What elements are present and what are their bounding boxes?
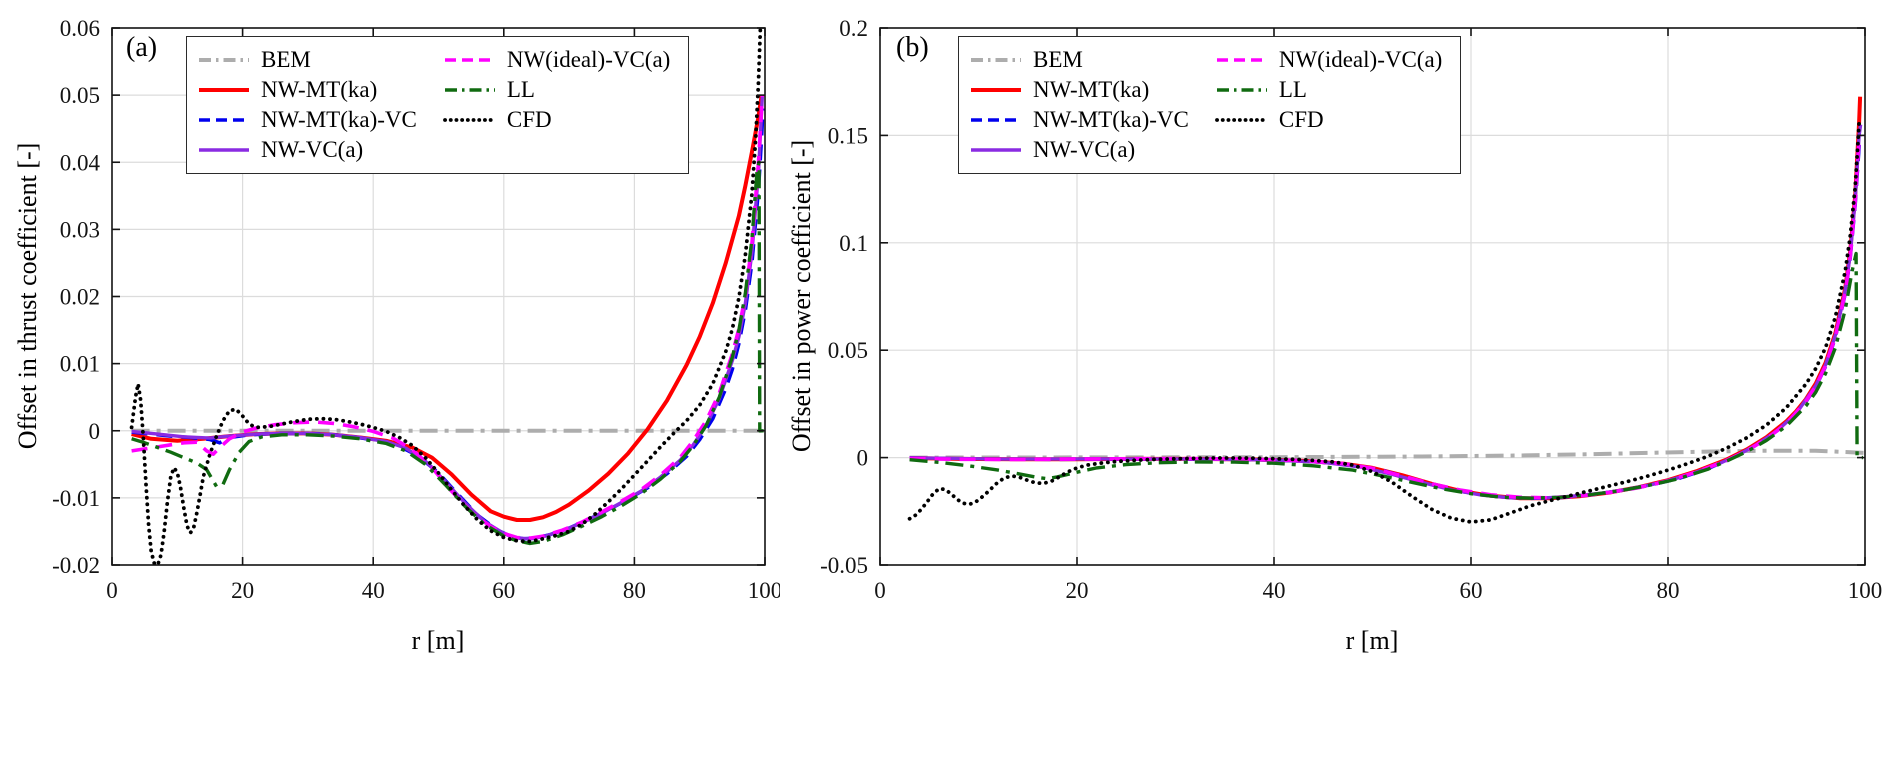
legend-b: BEM NW-MT(ka) NW-MT(ka)-VC NW-VC(a) NW(ideal… (958, 36, 1462, 174)
legend-item-ll: LL (443, 75, 670, 105)
x-tick-label: 40 (362, 578, 385, 603)
legend-item-cfd: CFD (1214, 105, 1442, 135)
legend-line-sample-icon (199, 88, 249, 92)
legend-label: NW-VC(a) (1033, 137, 1136, 162)
panel-label-b: (b) (896, 32, 929, 63)
series-nw-ideal-vc-a- (909, 134, 1863, 500)
y-tick-label: 0.05 (828, 338, 868, 363)
legend-label: NW-MT(ka) (1033, 77, 1150, 102)
x-tick-label: 80 (1657, 578, 1680, 603)
series-ll (131, 160, 764, 546)
x-tick-label: 60 (492, 578, 515, 603)
x-tick-label: 0 (106, 578, 118, 603)
legend-item-nw-ideal-vc-a-: NW(ideal)-VC(a) (1215, 45, 1442, 75)
y-tick-label: 0.02 (60, 285, 100, 310)
legend-label: NW(ideal)-VC(a) (506, 47, 671, 72)
legend-column: BEM NW-MT(ka) NW-MT(ka)-VC NW-VC(a) (969, 45, 1189, 165)
legend-line-sample-icon (971, 148, 1021, 152)
legend-label: CFD (506, 107, 552, 132)
legend-item-ll: LL (1215, 75, 1442, 105)
legend-label: BEM (1033, 47, 1083, 72)
legend-label: NW(ideal)-VC(a) (1278, 47, 1443, 72)
y-tick-label: 0.15 (828, 123, 868, 148)
legend-line-sample-icon (1216, 58, 1267, 62)
legend-label: LL (1278, 77, 1307, 102)
legend-line-sample-icon (199, 148, 249, 152)
y-tick-label: 0.2 (839, 16, 868, 41)
series-ll (909, 251, 1863, 500)
legend-item-bem: BEM (969, 45, 1189, 75)
y-tick-label: 0.04 (60, 150, 101, 175)
series-nw-vc-a- (909, 124, 1863, 500)
y-tick-label: 0.06 (60, 16, 100, 41)
legend-label: NW-VC(a) (261, 137, 364, 162)
legend-line-sample-icon (199, 58, 249, 62)
legend-item-nw-mt-ka-: NW-MT(ka) (197, 75, 417, 105)
legend-line-sample-icon (971, 118, 1021, 122)
legend-item-nw-ideal-vc-a-: NW(ideal)-VC(a) (443, 45, 670, 75)
x-tick-label: 80 (623, 578, 646, 603)
legend-label: NW-MT(ka) (261, 77, 378, 102)
y-tick-label: -0.05 (820, 553, 868, 578)
legend-item-cfd: CFD (442, 105, 670, 135)
panel-label-a: (a) (126, 32, 158, 63)
legend-label: NW-MT(ka)-VC (1033, 107, 1189, 132)
legend-column: BEM NW-MT(ka) NW-MT(ka)-VC NW-VC(a) (197, 45, 417, 165)
legend-line-sample-icon (1216, 88, 1267, 92)
legend-column: NW(ideal)-VC(a) LL CFD (1214, 45, 1442, 165)
x-tick-label: 20 (1066, 578, 1089, 603)
legend-label: BEM (261, 47, 311, 72)
legend-line-sample-icon (444, 88, 495, 92)
x-tick-label: 40 (1263, 578, 1286, 603)
legend-label: LL (506, 77, 535, 102)
legend-item-nw-vc-a-: NW-VC(a) (197, 135, 417, 165)
series-nw-mt-ka-vc (909, 135, 1862, 501)
legend-line-sample-icon (442, 118, 497, 122)
y-tick-label: 0.1 (839, 231, 868, 256)
legend-item-nw-mt-ka-vc: NW-MT(ka)-VC (969, 105, 1189, 135)
chart-panel-a: 0 20 40 60 80 100 -0.02 -0.01 0 0.01 0.02 0.03 0.04 0… (0, 0, 780, 784)
legend-line-sample-icon (971, 58, 1021, 62)
x-tick-label: 20 (231, 578, 254, 603)
series-cfd (907, 120, 1861, 524)
x-axis-label-b: r [m] (1345, 626, 1399, 655)
legend-item-nw-vc-a-: NW-VC(a) (969, 135, 1189, 165)
x-tick-label: 100 (1848, 578, 1883, 603)
legend-label: CFD (1278, 107, 1324, 132)
legend-line-sample-icon (199, 118, 249, 122)
legend-line-sample-icon (1214, 118, 1269, 122)
y-tick-label: 0 (89, 419, 101, 444)
legend-item-nw-mt-ka-: NW-MT(ka) (969, 75, 1189, 105)
y-tick-label: 0.01 (60, 352, 100, 377)
legend-label: NW-MT(ka)-VC (261, 107, 417, 132)
legend-column: NW(ideal)-VC(a) LL CFD (442, 45, 670, 165)
series-bem (909, 448, 1865, 460)
plot-border (879, 27, 1866, 566)
legend-item-nw-mt-ka-vc: NW-MT(ka)-VC (197, 105, 417, 135)
x-tick-label: 100 (748, 578, 780, 603)
y-tick-label: 0.03 (60, 217, 100, 242)
y-axis-label-a: Offset in thrust coefficient [-] (13, 142, 42, 450)
legend-a: BEM NW-MT(ka) NW-MT(ka)-VC NW-VC(a) NW(ideal… (186, 36, 690, 174)
y-tick-label: 0.05 (60, 83, 100, 108)
y-axis-label-b: Offset in power coefficient [-] (787, 139, 816, 453)
legend-item-bem: BEM (197, 45, 417, 75)
y-tick-label: -0.02 (52, 553, 100, 578)
chart-panel-b: 0 20 40 60 80 100 -0.05 0 0.05 0.1 0.15 0.2 (b) Off… (780, 0, 1892, 784)
x-tick-label: 0 (874, 578, 886, 603)
x-tick-label: 60 (1460, 578, 1483, 603)
series-nw-ideal-vc-a- (131, 94, 765, 540)
legend-line-sample-icon (444, 58, 495, 62)
legend-line-sample-icon (971, 88, 1021, 92)
x-axis-label-a: r [m] (411, 626, 465, 655)
y-tick-label: 0 (857, 446, 869, 471)
y-tick-label: -0.01 (52, 486, 100, 511)
